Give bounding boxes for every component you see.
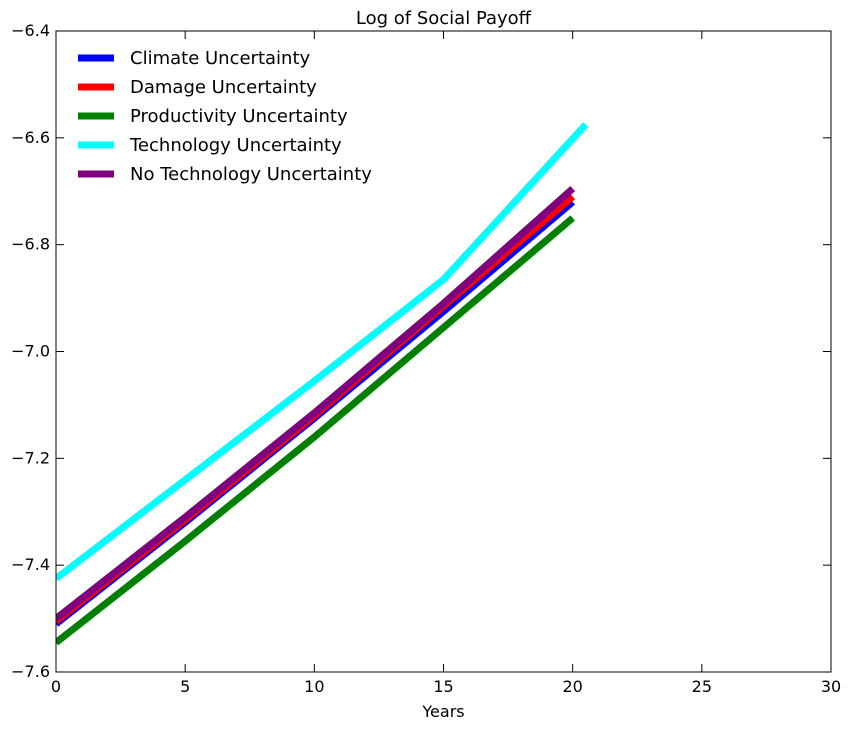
y-tick-label: −7.0: [11, 342, 50, 361]
x-tick-label: 25: [692, 677, 712, 696]
plot-frame: [55, 30, 832, 673]
x-tick-label: 5: [180, 677, 190, 696]
x-tick-label: 20: [562, 677, 582, 696]
series-line-3: [56, 215, 575, 646]
legend-item: Damage Uncertainty: [78, 77, 317, 98]
x-tick-label: 15: [433, 677, 453, 696]
legend: Climate Uncertainty Damage Uncertainty Pro…: [78, 48, 372, 185]
ticks-layer: 0 5 10 15 20 25 30 −7.6 −7.4 −7.2 −7.0 −6.8 −6.6 −6.4: [11, 21, 841, 696]
legend-label: Productivity Uncertainty: [130, 106, 348, 127]
y-tick-label: −6.8: [11, 235, 50, 254]
x-tick-label: 10: [304, 677, 324, 696]
legend-item: Climate Uncertainty: [78, 48, 310, 69]
y-tick-label: −6.4: [11, 21, 50, 40]
legend-label: Damage Uncertainty: [130, 77, 317, 98]
y-tick-label: −6.6: [11, 128, 50, 147]
series-line-4: [56, 122, 589, 582]
x-tick-label: 30: [821, 677, 841, 696]
legend-label: Climate Uncertainty: [130, 48, 310, 69]
legend-item: Technology Uncertainty: [78, 135, 342, 156]
x-tick-label: 0: [51, 677, 61, 696]
x-axis-label: Years: [421, 702, 464, 721]
series-line-5: [56, 185, 576, 622]
legend-label: No Technology Uncertainty: [130, 164, 372, 185]
y-tick-label: −7.6: [11, 662, 50, 681]
chart-title: Log of Social Payoff: [356, 8, 532, 29]
series-layer: [56, 122, 589, 646]
y-tick-label: −7.4: [11, 555, 50, 574]
legend-item: No Technology Uncertainty: [78, 164, 372, 185]
legend-item: Productivity Uncertainty: [78, 106, 348, 127]
y-tick-label: −7.2: [11, 448, 50, 467]
legend-label: Technology Uncertainty: [129, 135, 342, 156]
